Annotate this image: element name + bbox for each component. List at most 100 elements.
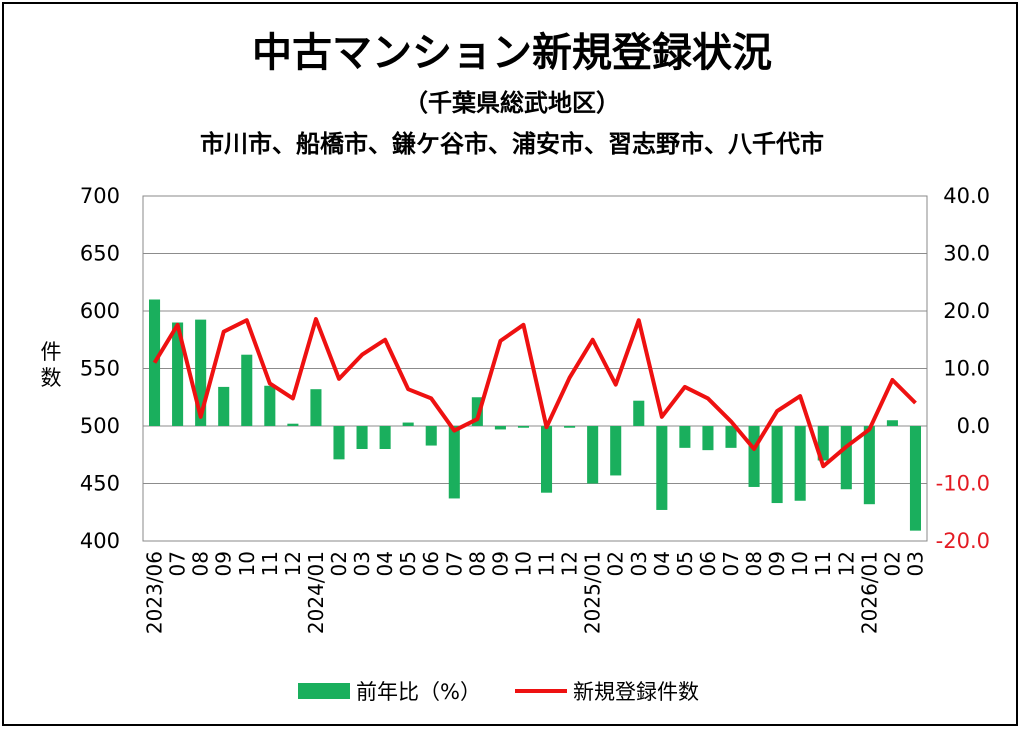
- bar-yoy-15: [494, 426, 506, 430]
- bar-yoy-22: [656, 426, 668, 510]
- x-tick-label: 12: [834, 551, 858, 576]
- bar-yoy-20: [610, 426, 622, 476]
- y-right-tick-label: -20.0: [936, 529, 990, 553]
- bar-yoy-9: [356, 426, 368, 449]
- bar-yoy-21: [633, 400, 645, 426]
- x-tick-label: 03: [350, 551, 374, 576]
- y-left-tick-label: 650: [80, 242, 120, 266]
- x-tick-label: 2025/01: [581, 551, 605, 634]
- x-tick-label: 03: [903, 551, 927, 576]
- y-right-tick-label: 20.0: [943, 299, 990, 323]
- x-tick-label: 12: [281, 551, 305, 576]
- legend-line-label: 新規登録件数: [573, 680, 699, 704]
- y-right-tick-label: 10.0: [943, 357, 990, 381]
- bar-yoy-16: [517, 426, 530, 428]
- x-tick-label: 12: [558, 551, 582, 576]
- x-tick-label: 08: [742, 551, 766, 576]
- bar-yoy-6: [287, 423, 299, 426]
- bar-yoy-4: [241, 354, 253, 426]
- y-axis-right: 40.0 30.0 20.0 10.0 0.0 -10.0 -20.0: [936, 184, 990, 553]
- x-tick-label: 05: [396, 551, 420, 576]
- bar-yoy-30: [840, 426, 852, 490]
- legend: 前年比（%） 新規登録件数: [298, 680, 699, 704]
- y-axis-left: 700 650 600 550 500 450 400: [80, 184, 120, 553]
- x-tick-label: 03: [627, 551, 651, 576]
- x-tick-label: 08: [189, 551, 213, 576]
- y-left-tick-label: 500: [80, 414, 120, 438]
- y-right-tick-label: 0.0: [957, 414, 990, 438]
- x-tick-label: 2026/01: [857, 551, 881, 634]
- x-tick-label: 07: [719, 551, 743, 576]
- x-tick-label: 11: [811, 551, 835, 576]
- x-tick-label: 06: [419, 551, 443, 576]
- bar-yoy-26: [748, 426, 760, 487]
- svg-text:件: 件: [41, 340, 62, 364]
- x-tick-label: 2024/01: [304, 551, 328, 634]
- x-tick-label: 09: [488, 551, 512, 576]
- bar-yoy-13: [448, 426, 460, 499]
- chart-subtitle-region: （千葉県総武地区）: [404, 89, 620, 117]
- x-tick-label: 07: [166, 551, 190, 576]
- bar-yoy-5: [264, 385, 276, 426]
- bar-yoy-19: [587, 426, 599, 484]
- bar-yoy-2: [195, 319, 207, 426]
- bar-yoy-11: [402, 422, 414, 426]
- x-axis: 2023/06 07 08 09 10 11 12 2024/01 02 03 04 05 06 07 08…: [143, 551, 928, 634]
- x-tick-label: 04: [373, 551, 397, 576]
- x-tick-label: 09: [765, 551, 789, 576]
- bar-yoy-33: [909, 426, 922, 531]
- plot-area-border: [142, 195, 928, 542]
- x-tick-label: 08: [465, 551, 489, 576]
- x-tick-label: 11: [535, 551, 559, 576]
- bar-yoy-14: [471, 397, 483, 426]
- x-tick-label: 11: [258, 551, 282, 576]
- x-tick-label: 09: [212, 551, 236, 576]
- bar-yoy-17: [540, 426, 553, 493]
- x-tick-label: 10: [235, 551, 259, 576]
- x-tick-label: 02: [604, 551, 628, 576]
- bar-yoy-25: [725, 426, 737, 448]
- y-left-tick-label: 600: [80, 299, 120, 323]
- bar-yoy-7: [310, 389, 322, 426]
- x-tick-label: 02: [327, 551, 351, 576]
- y-left-tick-label: 400: [80, 529, 120, 553]
- x-tick-label: 10: [511, 551, 535, 576]
- legend-bar-swatch: [298, 683, 350, 699]
- bar-yoy-24: [702, 426, 714, 451]
- bar-yoy-3: [218, 386, 230, 426]
- y-left-tick-label: 700: [80, 184, 120, 208]
- bar-yoy-29: [817, 426, 829, 461]
- svg-text:数: 数: [41, 366, 62, 390]
- bar-yoy-12: [425, 426, 437, 446]
- bar-yoy-18: [564, 426, 576, 428]
- bar-yoy-0: [148, 299, 161, 426]
- x-tick-label: 02: [880, 551, 904, 576]
- x-tick-label: 10: [788, 551, 812, 576]
- x-tick-label: 05: [673, 551, 697, 576]
- chart-title: 中古マンション新規登録状況: [252, 30, 772, 76]
- chart-subtitle-cities: 市川市、船橋市、鎌ケ谷市、浦安市、習志野市、八千代市: [200, 130, 824, 158]
- bar-yoy-27: [771, 426, 783, 504]
- line-series-registrations: [152, 317, 917, 469]
- bar-yoy-1: [172, 322, 184, 426]
- y-right-tick-label: 40.0: [943, 184, 990, 208]
- bar-yoy-8: [333, 426, 345, 460]
- y-right-tick-label: 30.0: [943, 242, 990, 266]
- x-tick-label: 06: [696, 551, 720, 576]
- y-left-tick-label: 550: [80, 357, 120, 381]
- legend-bar-label: 前年比（%）: [356, 680, 481, 704]
- x-tick-label: 04: [650, 551, 674, 576]
- bar-yoy-32: [886, 420, 898, 426]
- bar-yoy-31: [863, 426, 875, 505]
- y-axis-label: 件 数: [41, 340, 62, 390]
- bar-yoy-23: [679, 426, 691, 448]
- x-tick-label: 07: [442, 551, 466, 576]
- x-tick-label: 2023/06: [143, 551, 167, 634]
- y-left-tick-label: 450: [80, 472, 120, 496]
- bar-yoy-10: [379, 426, 391, 449]
- bar-series: [148, 299, 922, 531]
- bar-yoy-28: [794, 426, 806, 501]
- y-right-tick-label: -10.0: [936, 472, 990, 496]
